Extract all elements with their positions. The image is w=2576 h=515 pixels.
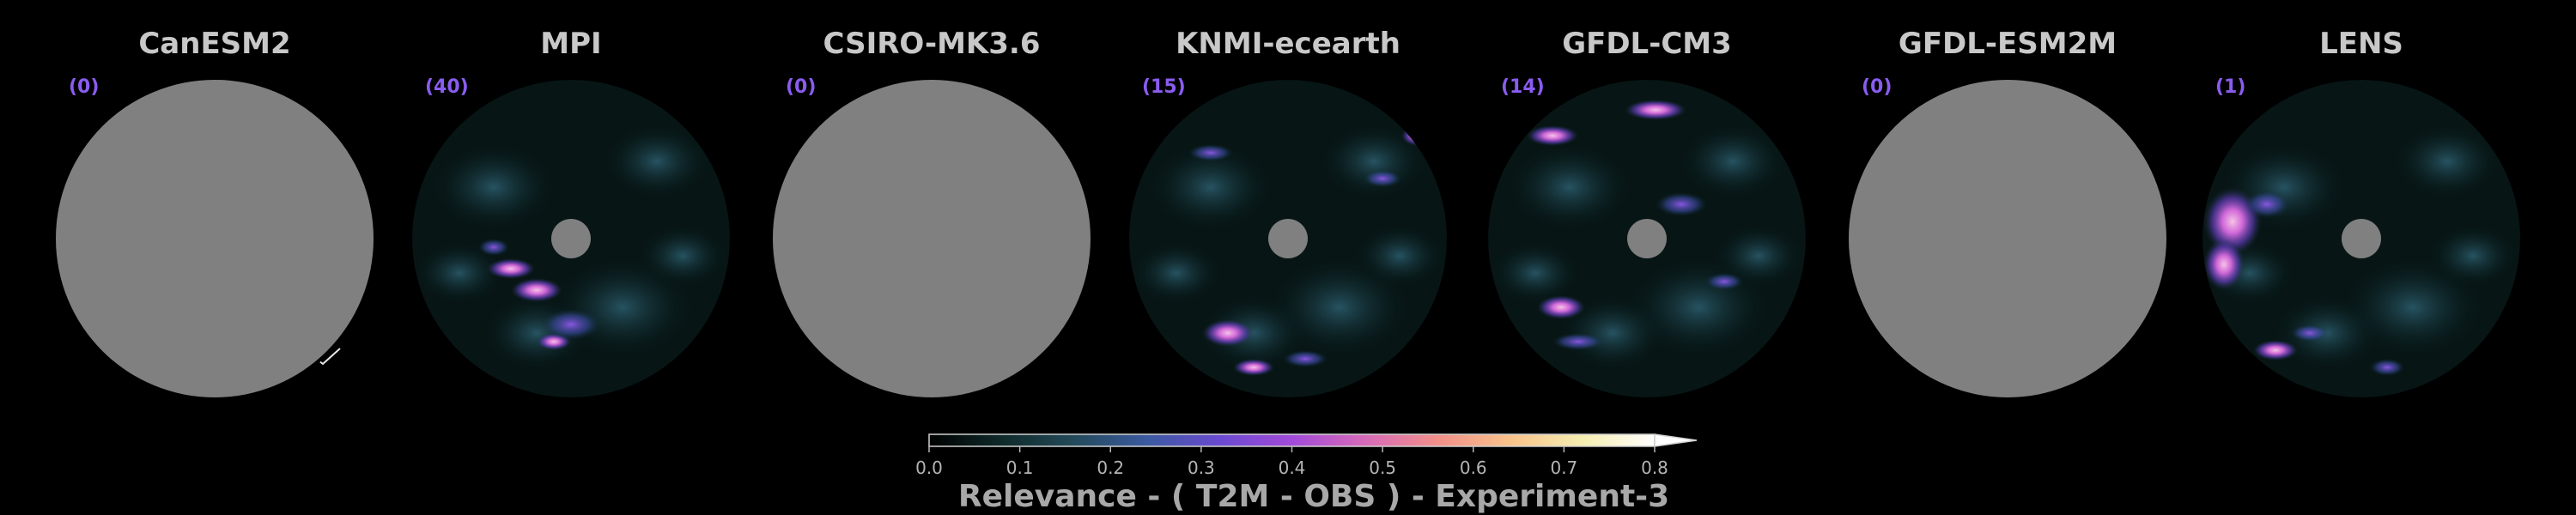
colorbar-tick-label: 0.1 [1006, 457, 1034, 478]
panel-count: (0) [69, 76, 99, 98]
colorbar-tick-label: 0.8 [1641, 457, 1668, 478]
map-panel-3: KNMI-ecearth (15) [1129, 27, 1447, 397]
panel-count: (0) [1862, 76, 1892, 98]
map-panel-4: GFDL-CM3 (14) [1488, 27, 1806, 397]
colorbar-tick-label: 0.5 [1369, 457, 1396, 478]
map-panel-0: CanESM2 (0) [56, 27, 374, 397]
colorbar-extend-max [1654, 433, 1698, 447]
panel-count: (0) [786, 76, 816, 98]
masked-map-disk [56, 80, 374, 397]
map-panel-2: CSIRO-MK3.6 (0) [773, 27, 1091, 397]
pole-mask [1268, 219, 1308, 258]
colorbar-tick-label: 0.4 [1279, 457, 1306, 478]
panel-title: CanESM2 [138, 27, 290, 61]
panel-title: GFDL-CM3 [1562, 27, 1732, 61]
panel-title: MPI [540, 27, 601, 61]
colorbar-tick-label: 0.7 [1550, 457, 1577, 478]
colorbar-gradient [928, 433, 1656, 447]
panel-count: (14) [1501, 76, 1545, 98]
colorbar-tick-label: 0.2 [1097, 457, 1124, 478]
panel-count: (40) [425, 76, 469, 98]
colorbar-ticks: 0.0 0.1 0.2 0.3 0.4 0.5 0.6 0.7 0.8 [915, 446, 1668, 478]
colorbar: 0.0 0.1 0.2 0.3 0.4 0.5 0.6 0.7 0.8 Relevance - … [915, 433, 1698, 514]
map-panel-5: GFDL-ESM2M (0) [1849, 27, 2166, 397]
masked-map-disk [773, 80, 1091, 397]
pole-mask [1627, 219, 1667, 258]
panel-title: CSIRO-MK3.6 [823, 27, 1041, 61]
colorbar-tick-label: 0.3 [1188, 457, 1215, 478]
map-panel-6: LENS (1) [2202, 27, 2520, 397]
panel-title: GFDL-ESM2M [1899, 27, 2117, 61]
masked-map-disk [1849, 80, 2166, 397]
colorbar-label: Relevance - ( T2M - OBS ) - Experiment-3 [958, 479, 1669, 514]
panel-title: KNMI-ecearth [1176, 27, 1400, 61]
pole-mask [551, 219, 591, 258]
pole-mask [2342, 219, 2381, 258]
panel-count: (15) [1142, 76, 1186, 98]
panel-count: (1) [2215, 76, 2245, 98]
map-panels: CanESM2 (0) MPI (40) CSIRO-MK3.6 (0) KNMI-ecea… [56, 27, 2520, 397]
colorbar-tick-label: 0.6 [1460, 457, 1487, 478]
panel-title: LENS [2319, 27, 2403, 61]
map-panel-1: MPI (40) [412, 27, 730, 397]
colorbar-tick-label: 0.0 [915, 457, 943, 478]
